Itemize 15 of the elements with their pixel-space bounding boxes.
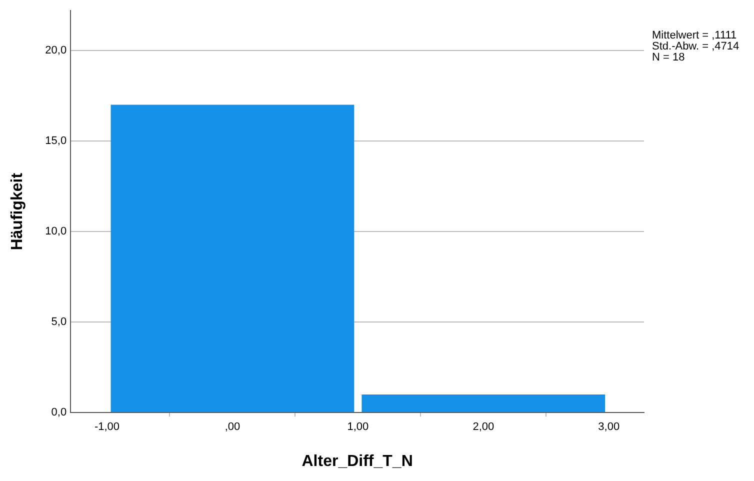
x-tick-label: ,00	[224, 421, 240, 434]
y-axis-title: Häufigkeit	[9, 172, 26, 250]
x-tick-label: -1,00	[94, 421, 120, 434]
y-tick-label: 0,0	[51, 406, 67, 419]
y-tick-label: 10,0	[45, 226, 67, 238]
text: N = 18	[652, 52, 685, 64]
y-tick-label: 5,0	[51, 316, 67, 328]
x-tick-label: 2,00	[472, 421, 494, 434]
text: Mittelwert = ,1111	[652, 30, 737, 42]
text: Std.-Abw. = ,4714	[652, 40, 740, 53]
x-axis-title: Alter_Diff_T_N	[302, 452, 413, 470]
y-tick-label: 20,0	[45, 44, 67, 56]
x-tick-label: 1,00	[347, 421, 369, 434]
y-tick-label: 15,0	[45, 135, 67, 148]
x-tick-label: 3,00	[598, 421, 620, 434]
